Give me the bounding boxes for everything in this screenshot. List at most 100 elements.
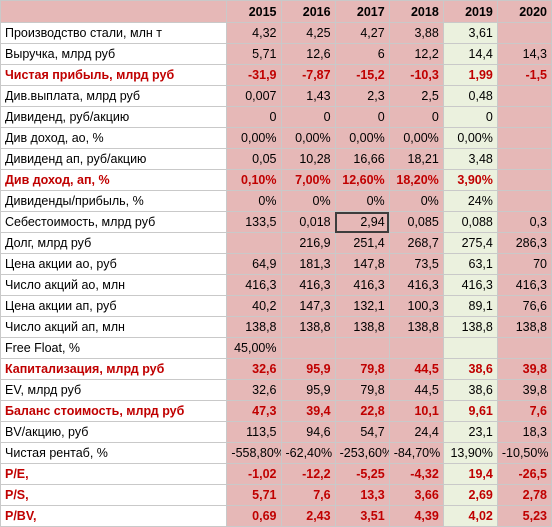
value-cell[interactable]: -62,40% (280, 442, 336, 464)
value-cell[interactable]: 79,8 (334, 358, 390, 380)
value-cell[interactable]: 63,1 (442, 253, 498, 275)
value-cell[interactable]: 138,8 (388, 316, 444, 338)
value-cell[interactable]: 39,4 (280, 400, 336, 422)
value-cell[interactable]: 3,88 (388, 22, 444, 44)
value-cell[interactable]: 2,3 (334, 85, 390, 107)
value-cell[interactable] (496, 148, 552, 170)
value-cell[interactable]: 5,23 (496, 505, 552, 527)
value-cell[interactable]: 0,00% (334, 127, 390, 149)
value-cell[interactable] (226, 232, 282, 254)
value-cell[interactable]: 0,007 (226, 85, 282, 107)
corner-cell[interactable] (0, 0, 228, 23)
year-header[interactable]: 2015 (226, 0, 282, 23)
year-header[interactable]: 2019 (442, 0, 498, 23)
row-label[interactable]: Див доход, ап, % (0, 169, 228, 191)
row-label[interactable]: Free Float, % (0, 337, 228, 359)
value-cell[interactable]: -15,2 (334, 64, 390, 86)
value-cell[interactable]: 0,00% (226, 127, 282, 149)
value-cell[interactable]: 147,8 (334, 253, 390, 275)
row-label[interactable]: EV, млрд руб (0, 379, 228, 401)
value-cell[interactable]: 70 (496, 253, 552, 275)
selected-cell[interactable]: 2,94 (334, 211, 390, 233)
value-cell[interactable]: 113,5 (226, 421, 282, 443)
value-cell[interactable]: 0,10% (226, 169, 282, 191)
value-cell[interactable]: 138,8 (280, 316, 336, 338)
row-label[interactable]: Выручка, млрд руб (0, 43, 228, 65)
value-cell[interactable]: 0,018 (280, 211, 336, 233)
value-cell[interactable]: -10,3 (388, 64, 444, 86)
value-cell[interactable]: 44,5 (388, 379, 444, 401)
value-cell[interactable] (496, 190, 552, 212)
value-cell[interactable]: -10,50% (496, 442, 552, 464)
row-label[interactable]: P/S, (0, 484, 228, 506)
value-cell[interactable]: -26,5 (496, 463, 552, 485)
value-cell[interactable]: 4,02 (442, 505, 498, 527)
value-cell[interactable]: 94,6 (280, 421, 336, 443)
value-cell[interactable]: 251,4 (334, 232, 390, 254)
row-label[interactable]: Цена акции ап, руб (0, 295, 228, 317)
value-cell[interactable]: 38,6 (442, 358, 498, 380)
row-label[interactable]: Число акций ап, млн (0, 316, 228, 338)
row-label[interactable]: Капитализация, млрд руб (0, 358, 228, 380)
value-cell[interactable]: 0 (334, 106, 390, 128)
value-cell[interactable]: -31,9 (226, 64, 282, 86)
year-header[interactable]: 2016 (280, 0, 336, 23)
row-label[interactable]: Цена акции ао, руб (0, 253, 228, 275)
value-cell[interactable]: 3,48 (442, 148, 498, 170)
value-cell[interactable]: 7,00% (280, 169, 336, 191)
value-cell[interactable]: 268,7 (388, 232, 444, 254)
value-cell[interactable]: 7,6 (496, 400, 552, 422)
value-cell[interactable]: 0 (226, 106, 282, 128)
value-cell[interactable]: 5,71 (226, 484, 282, 506)
value-cell[interactable]: 286,3 (496, 232, 552, 254)
value-cell[interactable]: 2,43 (280, 505, 336, 527)
value-cell[interactable]: 416,3 (388, 274, 444, 296)
value-cell[interactable]: 0,088 (442, 211, 498, 233)
value-cell[interactable]: 0,085 (388, 211, 444, 233)
value-cell[interactable]: 45,00% (226, 337, 282, 359)
value-cell[interactable]: 4,25 (280, 22, 336, 44)
value-cell[interactable]: 10,28 (280, 148, 336, 170)
value-cell[interactable]: 0% (226, 190, 282, 212)
value-cell[interactable]: 12,6 (280, 43, 336, 65)
value-cell[interactable]: 1,43 (280, 85, 336, 107)
row-label[interactable]: Чистая прибыль, млрд руб (0, 64, 228, 86)
value-cell[interactable]: 24,4 (388, 421, 444, 443)
value-cell[interactable]: -4,32 (388, 463, 444, 485)
value-cell[interactable]: 79,8 (334, 379, 390, 401)
value-cell[interactable]: 100,3 (388, 295, 444, 317)
value-cell[interactable]: 133,5 (226, 211, 282, 233)
value-cell[interactable]: 95,9 (280, 379, 336, 401)
value-cell[interactable]: 38,6 (442, 379, 498, 401)
value-cell[interactable]: 19,4 (442, 463, 498, 485)
value-cell[interactable]: 132,1 (334, 295, 390, 317)
value-cell[interactable]: 10,1 (388, 400, 444, 422)
value-cell[interactable]: 16,66 (334, 148, 390, 170)
row-label[interactable]: BV/акцию, руб (0, 421, 228, 443)
value-cell[interactable]: 7,6 (280, 484, 336, 506)
row-label[interactable]: Баланс стоимость, млрд руб (0, 400, 228, 422)
value-cell[interactable]: 0,48 (442, 85, 498, 107)
value-cell[interactable]: 147,3 (280, 295, 336, 317)
value-cell[interactable]: 2,69 (442, 484, 498, 506)
value-cell[interactable]: 32,6 (226, 358, 282, 380)
value-cell[interactable]: 95,9 (280, 358, 336, 380)
value-cell[interactable]: -84,70% (388, 442, 444, 464)
value-cell[interactable]: 47,3 (226, 400, 282, 422)
value-cell[interactable] (496, 106, 552, 128)
value-cell[interactable]: 23,1 (442, 421, 498, 443)
value-cell[interactable]: 44,5 (388, 358, 444, 380)
value-cell[interactable]: 5,71 (226, 43, 282, 65)
value-cell[interactable]: 0% (334, 190, 390, 212)
value-cell[interactable]: 18,21 (388, 148, 444, 170)
value-cell[interactable]: 0,69 (226, 505, 282, 527)
value-cell[interactable]: 416,3 (280, 274, 336, 296)
value-cell[interactable]: 216,9 (280, 232, 336, 254)
value-cell[interactable]: 39,8 (496, 358, 552, 380)
row-label[interactable]: P/BV, (0, 505, 228, 527)
row-label[interactable]: Дивиденд ап, руб/акцию (0, 148, 228, 170)
value-cell[interactable]: 416,3 (442, 274, 498, 296)
value-cell[interactable]: 0 (388, 106, 444, 128)
value-cell[interactable]: 138,8 (226, 316, 282, 338)
value-cell[interactable]: 64,9 (226, 253, 282, 275)
